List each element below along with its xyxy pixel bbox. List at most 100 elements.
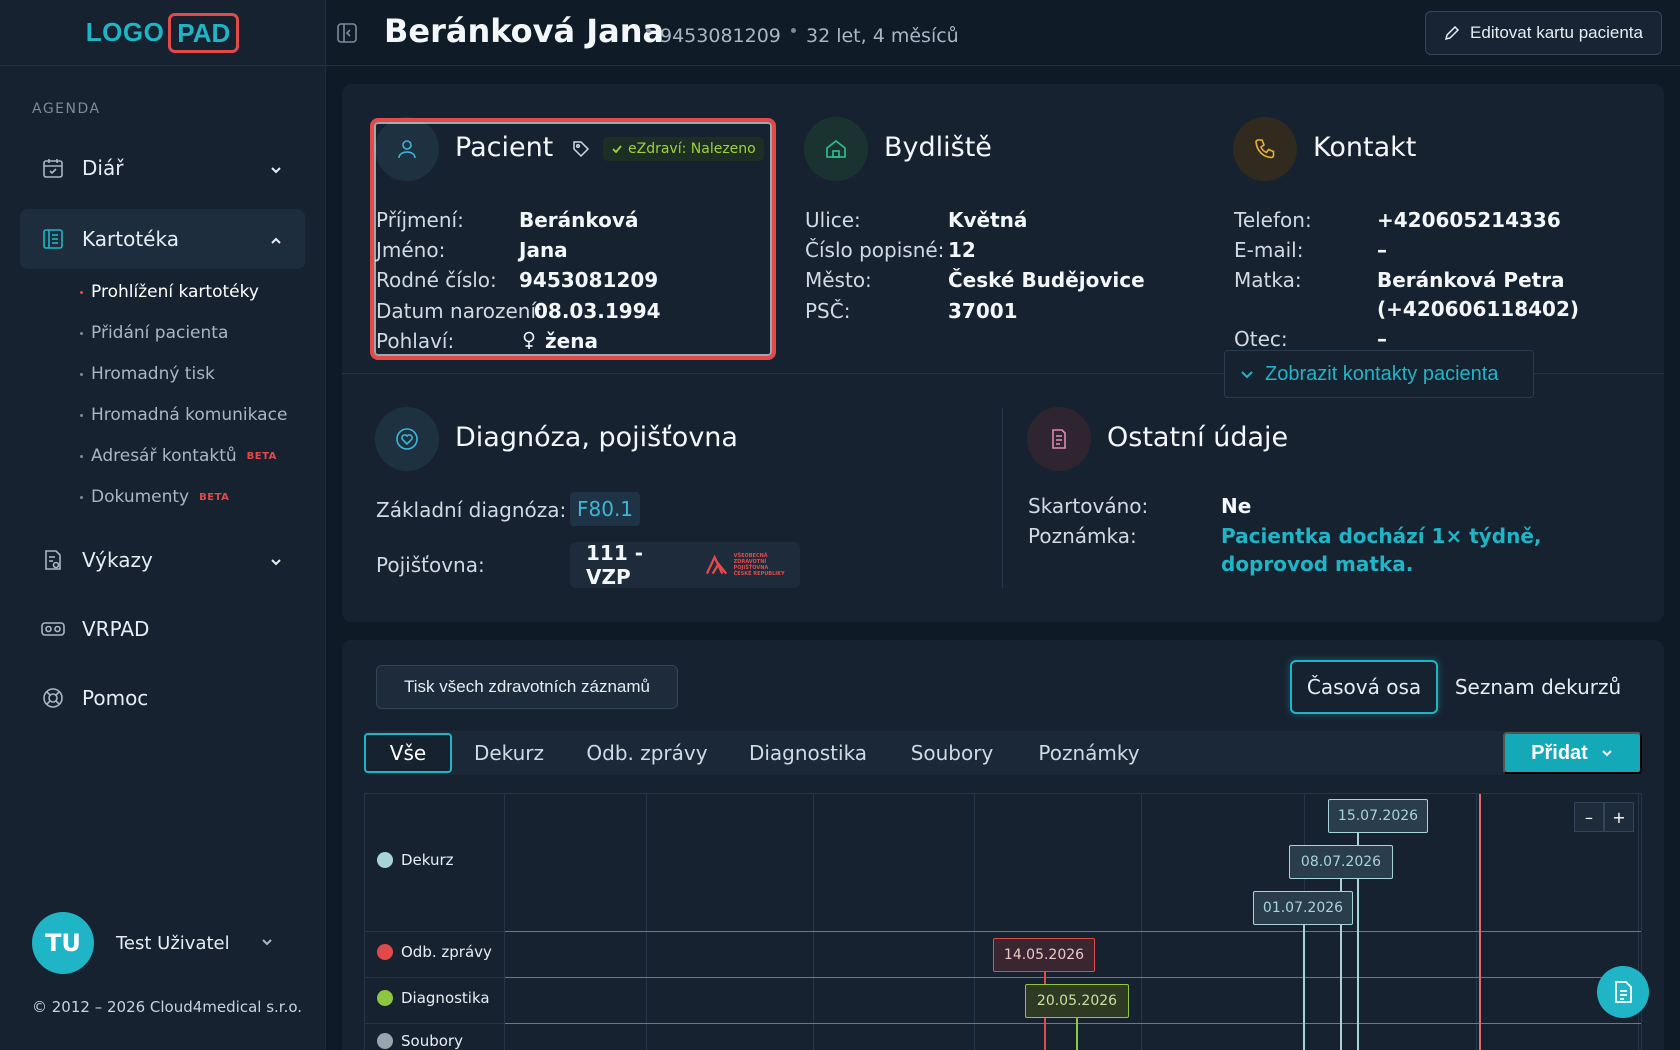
zoom-out-button[interactable]: –	[1574, 802, 1604, 832]
insurer-badge: 111 - VZP VŠEOBECNÁ ZDRAVOTNÍ POJIŠŤOVNA…	[570, 541, 800, 589]
pencil-icon	[1445, 25, 1460, 41]
timeline-connector	[1357, 814, 1359, 1050]
reports-dot	[377, 944, 393, 960]
diagnostics-dot	[377, 990, 393, 1006]
user-name: Test Uživatel	[116, 932, 230, 954]
divider	[342, 373, 1664, 374]
document-icon	[1027, 407, 1091, 471]
diagnosis-code-badge[interactable]: F80.1	[570, 492, 641, 526]
home-icon	[804, 117, 868, 181]
ezdravi-badge: eZdraví: Nalezeno	[603, 137, 764, 161]
lifebuoy-icon	[40, 685, 66, 711]
show-contacts-label: Zobrazit kontakty pacienta	[1265, 362, 1499, 385]
residence-field-label: Město:	[805, 268, 872, 292]
timeline-row-dekurz: Dekurz	[377, 851, 454, 869]
patient-field-label: Pohlaví:	[376, 329, 455, 353]
sidebar-subitem-label: Prohlížení kartotéky	[91, 282, 259, 302]
tag-icon[interactable]	[572, 140, 590, 162]
sidebar: LOGO PAD	[0, 0, 326, 1050]
edit-patient-button[interactable]: Editovat kartu pacienta	[1425, 11, 1662, 55]
avatar: TU	[32, 912, 94, 974]
page-header: Beránková Jana 9453081209 32 let, 4 měsí…	[326, 0, 1680, 66]
filter-tab-diagnostics[interactable]: Diagnostika	[748, 741, 868, 765]
vzp-logo: VŠEOBECNÁ ZDRAVOTNÍ POJIŠŤOVNA ČESKÉ REP…	[705, 553, 800, 577]
contact-father: –	[1377, 327, 1387, 351]
sidebar-item-vrpad[interactable]: VRPAD	[20, 599, 305, 659]
report-icon	[40, 547, 66, 573]
app-logo[interactable]: LOGO PAD	[0, 0, 325, 66]
sidebar-subitem-adresar[interactable]: Adresář kontaktů BETA	[80, 446, 277, 466]
print-all-records-button[interactable]: Tisk všech zdravotních záznamů	[376, 665, 678, 709]
sidebar-subitem-hromadna-komunikace[interactable]: Hromadná komunikace	[80, 405, 287, 425]
show-contacts-button[interactable]: Zobrazit kontakty pacienta	[1224, 350, 1534, 398]
sidebar-item-diar[interactable]: Diář	[20, 138, 305, 198]
sidebar-item-kartoteka[interactable]: Kartotéka	[20, 209, 305, 269]
heart-badge-icon	[375, 407, 439, 471]
note-label: Poznámka:	[1028, 524, 1137, 548]
timeline-event-dekurz[interactable]: 08.07.2026	[1289, 845, 1393, 879]
contact-field-label: E-mail:	[1234, 238, 1304, 262]
filter-tab-dekurz[interactable]: Dekurz	[473, 741, 545, 765]
tab-timeline[interactable]: Časová osa	[1290, 660, 1438, 714]
page-title: Beránková Jana	[384, 12, 665, 50]
dekurz-dot	[377, 852, 393, 868]
zoom-in-button[interactable]: +	[1604, 802, 1634, 832]
patient-section-title: Pacient	[455, 132, 554, 163]
chevron-down-icon	[260, 934, 274, 953]
contact-mother: Beránková Petra	[1377, 268, 1565, 292]
residence-house-number: 12	[948, 238, 976, 262]
timeline-row-reports: Odb. zprávy	[377, 943, 492, 961]
separator-dot	[646, 28, 651, 33]
timeline-row-separator	[365, 931, 505, 932]
add-record-button[interactable]: Přidat	[1503, 732, 1642, 774]
sidebar-subitem-dokumenty[interactable]: Dokumenty BETA	[80, 487, 229, 507]
sidebar-subitem-hromadny-tisk[interactable]: Hromadný tisk	[80, 364, 215, 384]
filter-tab-notes[interactable]: Poznámky	[1038, 741, 1140, 765]
timeline-event-dekurz[interactable]: 01.07.2026	[1253, 891, 1353, 925]
files-dot	[377, 1033, 393, 1049]
timeline-event-diagnostics[interactable]: 20.05.2026	[1025, 984, 1129, 1018]
calendar-check-icon	[40, 155, 66, 181]
sidebar-subitem-prohlizeni[interactable]: Prohlížení kartotéky	[80, 282, 259, 302]
sidebar-item-pomoc[interactable]: Pomoc	[20, 668, 305, 728]
contact-field-label: Otec:	[1234, 327, 1288, 351]
other-section-title: Ostatní údaje	[1107, 422, 1289, 453]
copyright: © 2012 – 2026 Cloud4medical s.r.o.	[32, 998, 303, 1016]
timeline-row-separator	[505, 1023, 1641, 1024]
contact-email: –	[1377, 238, 1387, 262]
timeline-today-marker	[1479, 794, 1481, 1050]
timeline[interactable]: Dekurz Odb. zprávy Diagnostika Soubory 1…	[364, 793, 1642, 1050]
filter-tab-all[interactable]: Vše	[364, 733, 452, 773]
timeline-gridline	[974, 794, 975, 1050]
timeline-row-separator	[365, 1023, 505, 1024]
timeline-event-report[interactable]: 14.05.2026	[993, 938, 1095, 972]
user-menu[interactable]: TU Test Uživatel	[32, 912, 274, 974]
filter-bar	[364, 731, 1642, 775]
sidebar-subitem-pridani[interactable]: Přidání pacienta	[80, 323, 228, 343]
contact-phone[interactable]: +420605214336	[1377, 208, 1561, 232]
sidebar-collapse-icon[interactable]	[336, 22, 358, 48]
document-fab-button[interactable]	[1597, 966, 1649, 1018]
logo-part2: PAD	[168, 12, 240, 53]
timeline-connector	[1303, 906, 1305, 1050]
chevron-up-icon	[269, 229, 283, 253]
patient-birth-date: 08.03.1994	[534, 299, 661, 323]
chevron-down-icon	[1241, 371, 1253, 379]
timeline-gridline	[1638, 794, 1639, 1050]
residence-field-label: Ulice:	[805, 208, 861, 232]
sidebar-item-vykazy[interactable]: Výkazy	[20, 530, 305, 590]
diagnosis-section-title: Diagnóza, pojišťovna	[455, 422, 738, 453]
header-age: 32 let, 4 měsíců	[806, 25, 959, 47]
timeline-event-dekurz[interactable]: 15.07.2026	[1328, 799, 1428, 833]
residence-field-label: Číslo popisné:	[805, 238, 945, 262]
filter-tab-files[interactable]: Soubory	[910, 741, 994, 765]
header-birth-number: 9453081209	[660, 25, 781, 47]
filter-tab-reports[interactable]: Odb. zprávy	[586, 741, 708, 765]
tab-dekurz-list[interactable]: Seznam dekurzů	[1454, 675, 1622, 699]
chevron-down-icon	[269, 550, 283, 574]
sidebar-item-label: Kartotéka	[82, 227, 179, 251]
sidebar-item-label: Diář	[82, 156, 124, 180]
timeline-gridline	[813, 794, 814, 1050]
vzp-logo-text: VŠEOBECNÁ	[733, 553, 768, 559]
edit-patient-label: Editovat kartu pacienta	[1470, 23, 1643, 42]
